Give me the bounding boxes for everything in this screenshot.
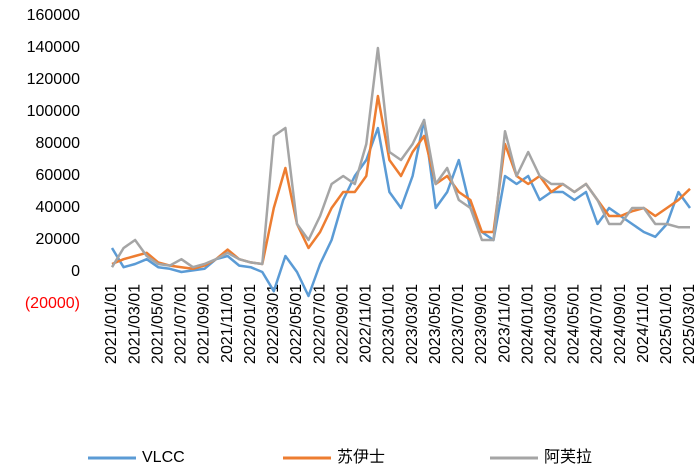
x-tick-label: 2021/11/01	[219, 284, 236, 363]
legend-label: 阿芙拉	[544, 448, 592, 466]
x-tick-label: 2023/11/01	[496, 284, 513, 363]
x-tick-label: 2023/07/01	[450, 284, 467, 364]
x-tick-label: 2024/01/01	[519, 284, 536, 364]
x-tick-label: 2021/01/01	[103, 284, 120, 364]
x-tick-label: 2022/05/01	[288, 284, 305, 364]
x-tick-label: 2024/07/01	[589, 284, 606, 364]
x-tick-label: 2025/01/01	[658, 284, 675, 364]
x-tick-label: 2024/09/01	[612, 284, 629, 364]
x-tick-label: 2024/03/01	[542, 284, 559, 364]
x-tick-label: 2022/03/01	[265, 284, 282, 364]
y-tick-label: 40000	[36, 199, 81, 216]
y-tick-label: 0	[71, 263, 80, 280]
x-tick-label: 2023/03/01	[404, 284, 421, 364]
x-tick-label: 2022/01/01	[242, 284, 259, 364]
x-tick-label: 2024/05/01	[566, 284, 583, 364]
x-tick-label: 2022/07/01	[311, 284, 328, 364]
y-tick-label: 20000	[36, 231, 81, 248]
x-tick-label: 2021/05/01	[149, 284, 166, 364]
x-tick-label: 2022/11/01	[358, 284, 375, 363]
x-tick-label: 2024/11/01	[635, 284, 652, 363]
series-line	[111, 94, 691, 271]
x-tick-label: 2021/03/01	[126, 284, 143, 364]
x-tick-label: 2025/03/01	[681, 284, 698, 364]
legend-label: 苏伊士	[337, 448, 385, 466]
y-tick-label: 160000	[27, 7, 80, 24]
y-tick-label: 120000	[27, 71, 80, 88]
y-tick-label: (20000)	[25, 295, 80, 312]
x-tick-label: 2022/09/01	[334, 284, 351, 364]
y-tick-label: 100000	[27, 103, 80, 120]
y-tick-label: 80000	[36, 135, 81, 152]
x-tick-label: 2021/07/01	[173, 284, 190, 364]
y-tick-label: 140000	[27, 39, 80, 56]
x-tick-label: 2023/05/01	[427, 284, 444, 364]
series-line	[110, 118, 692, 298]
y-tick-label: 60000	[36, 167, 81, 184]
x-tick-label: 2021/09/01	[196, 284, 213, 364]
x-tick-label: 2023/01/01	[381, 284, 398, 364]
series-line	[110, 46, 690, 269]
x-tick-label: 2023/09/01	[473, 284, 490, 364]
legend-label: VLCC	[142, 449, 185, 466]
